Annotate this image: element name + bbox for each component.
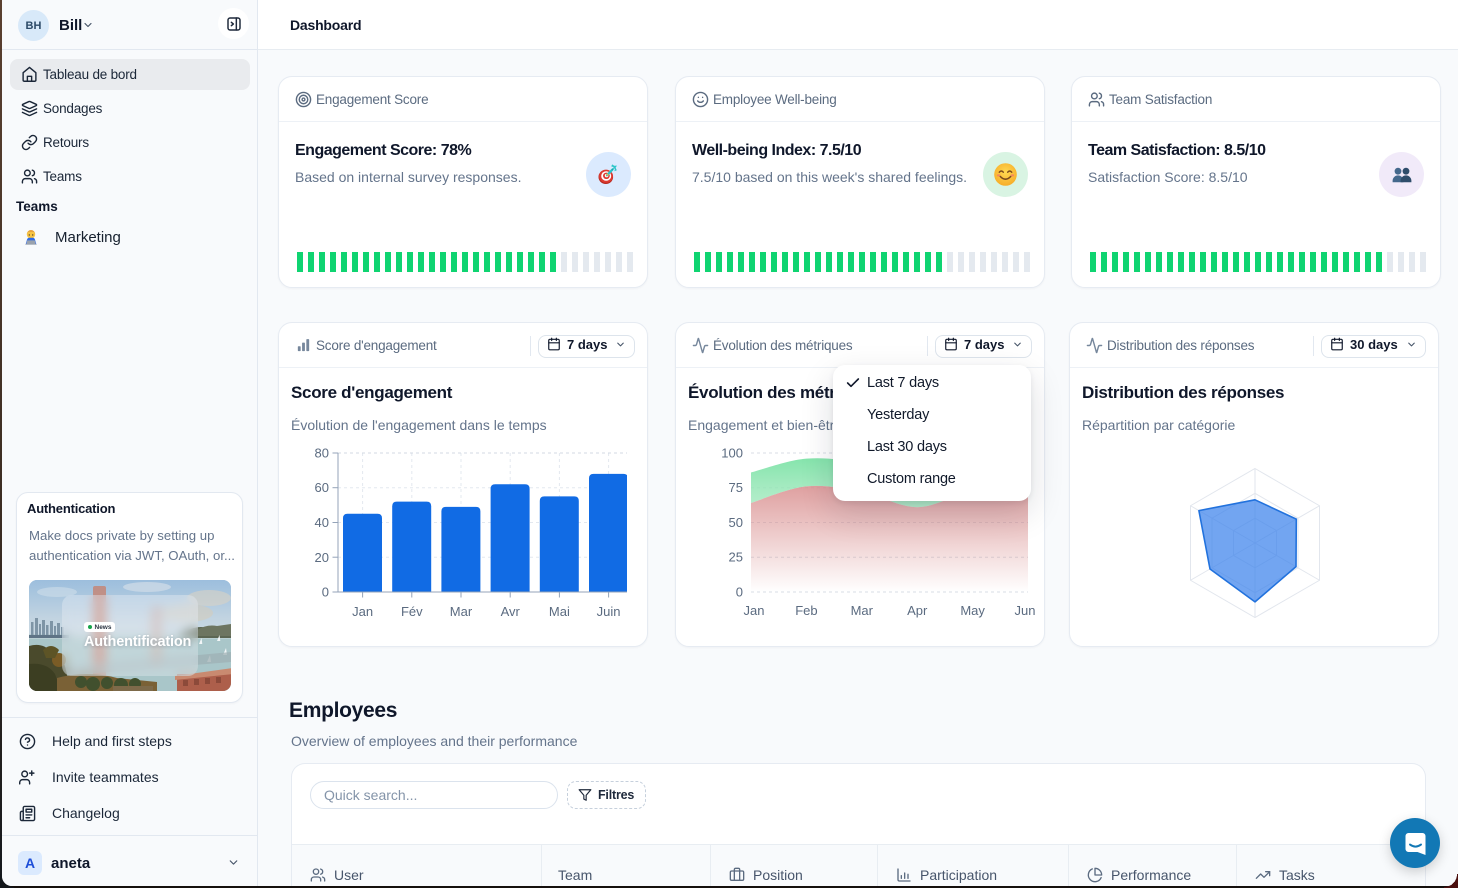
svg-text:Mar: Mar xyxy=(450,604,473,619)
svg-text:60: 60 xyxy=(315,480,329,495)
svg-text:20: 20 xyxy=(315,550,329,565)
svg-text:80: 80 xyxy=(315,447,329,461)
svg-text:50: 50 xyxy=(729,515,743,530)
svg-text:Mar: Mar xyxy=(851,603,874,618)
svg-text:Jan: Jan xyxy=(744,603,765,618)
svg-text:Jan: Jan xyxy=(352,604,373,619)
svg-text:100: 100 xyxy=(721,447,743,461)
svg-text:Juin: Juin xyxy=(597,604,621,619)
svg-text:Fév: Fév xyxy=(401,604,423,619)
svg-text:40: 40 xyxy=(315,515,329,530)
svg-text:May: May xyxy=(960,603,985,618)
svg-text:75: 75 xyxy=(729,480,743,495)
svg-text:25: 25 xyxy=(729,550,743,565)
svg-text:Jun: Jun xyxy=(1015,603,1036,618)
svg-text:Mai: Mai xyxy=(549,604,570,619)
svg-text:Apr: Apr xyxy=(907,603,928,618)
svg-text:0: 0 xyxy=(736,585,743,600)
svg-text:Avr: Avr xyxy=(501,604,521,619)
svg-text:0: 0 xyxy=(322,585,329,600)
svg-text:Feb: Feb xyxy=(795,603,817,618)
